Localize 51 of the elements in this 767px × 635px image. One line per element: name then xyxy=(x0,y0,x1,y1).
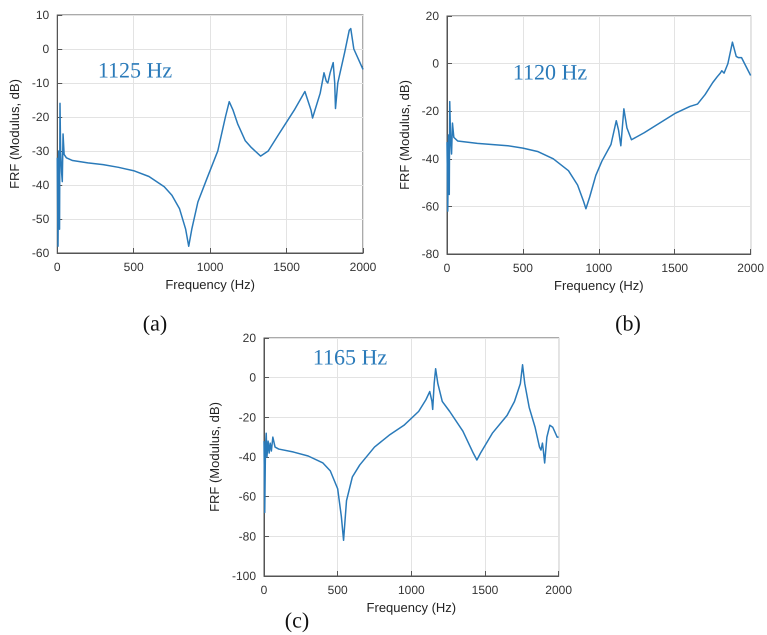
x-axis-title: Frequency (Hz) xyxy=(366,600,456,615)
text: (a) xyxy=(142,310,168,336)
y-tick-label: 10 xyxy=(36,8,50,22)
text: (c) xyxy=(284,608,310,632)
x-tick-label: 1500 xyxy=(661,261,688,275)
y-tick-label: -60 xyxy=(422,199,440,214)
y-tick-label: -40 xyxy=(422,152,440,166)
y-tick-label: -60 xyxy=(32,246,50,260)
y-tick-label: -60 xyxy=(238,490,256,504)
y-axis-title: FRF (Modulus, dB) xyxy=(396,80,412,190)
y-tick-label: -80 xyxy=(422,247,440,261)
y-tick-label: -20 xyxy=(238,410,256,424)
annotation: 1165 Hz xyxy=(312,344,388,370)
y-tick-label: -40 xyxy=(32,178,50,192)
x-tick-label: 500 xyxy=(124,260,144,274)
y-tick-label: -20 xyxy=(32,110,50,124)
x-tick-label: 1500 xyxy=(273,260,300,274)
y-tick-label: -40 xyxy=(238,450,256,464)
annotation: 1125 Hz xyxy=(98,58,172,82)
x-tick-label: 0 xyxy=(444,261,451,275)
y-tick-label: 0 xyxy=(42,42,50,56)
y-tick-label: -20 xyxy=(422,104,440,118)
y-tick-label: 20 xyxy=(242,331,256,345)
y-tick-label: 0 xyxy=(249,370,256,385)
y-tick-label: -80 xyxy=(238,529,256,544)
y-tick-label: -30 xyxy=(32,144,50,158)
y-tick-label: -100 xyxy=(232,569,256,583)
text: (b) xyxy=(615,310,641,336)
annotation: 1120 Hz xyxy=(512,60,588,84)
y-axis-title: FRF (Modulus, dB) xyxy=(207,402,222,512)
x-axis-title: Frequency (Hz) xyxy=(165,276,255,292)
x-tick-label: 1000 xyxy=(585,261,612,275)
x-tick-label: 1500 xyxy=(472,583,499,597)
x-tick-label: 500 xyxy=(512,261,534,275)
x-tick-label: 1000 xyxy=(196,260,224,274)
x-tick-label: 0 xyxy=(260,583,268,597)
y-tick-label: -50 xyxy=(32,212,50,226)
x-axis-title: Frequency (Hz) xyxy=(554,278,644,293)
y-tick-label: 20 xyxy=(426,9,440,23)
x-tick-label: 2000 xyxy=(737,261,764,275)
x-tick-label: 500 xyxy=(328,583,348,597)
y-tick-label: 0 xyxy=(432,56,440,71)
x-tick-label: 2000 xyxy=(350,260,377,274)
x-tick-label: 2000 xyxy=(545,583,572,597)
line-series xyxy=(446,41,752,212)
x-tick-label: 0 xyxy=(54,260,61,274)
line-series xyxy=(263,364,560,542)
x-tick-label: 1000 xyxy=(398,583,425,597)
y-axis-title: FRF (Modulus, dB) xyxy=(7,79,22,189)
line-series xyxy=(56,28,364,247)
y-tick-label: -10 xyxy=(32,76,50,90)
